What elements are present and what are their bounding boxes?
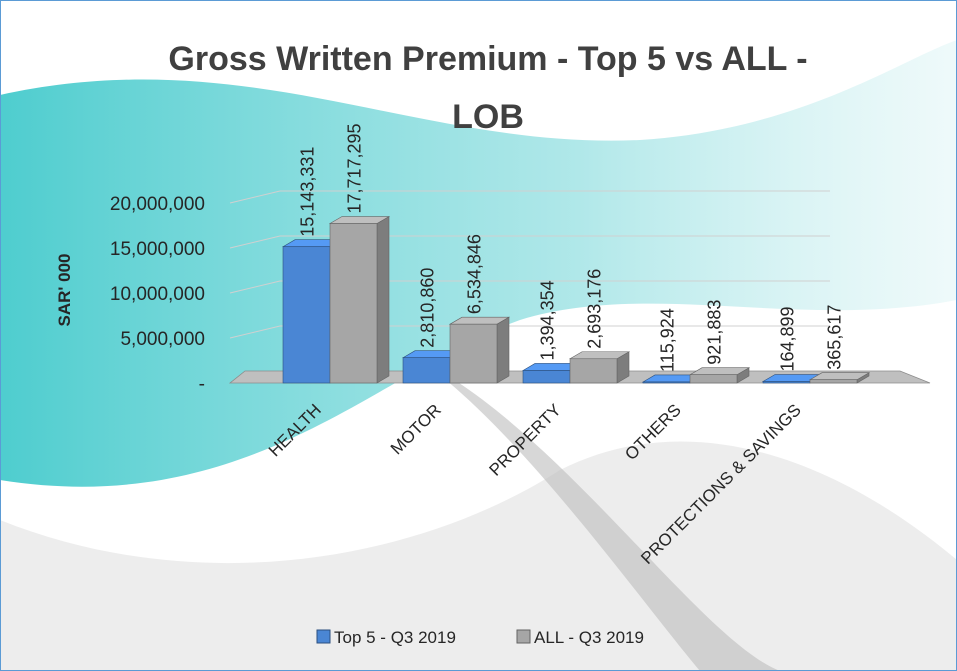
- bar-front: [449, 323, 498, 384]
- bar-front: [762, 381, 811, 384]
- bar-front: [642, 381, 691, 384]
- value-label: 2,693,176: [585, 269, 605, 349]
- bar: [448, 316, 511, 384]
- y-tick-label: 20,000,000: [110, 194, 205, 215]
- value-label: 164,899: [778, 306, 798, 371]
- background: [0, 40, 957, 671]
- bar-front: [689, 374, 738, 384]
- value-label: 1,394,354: [538, 280, 558, 360]
- bar-front: [809, 379, 858, 384]
- grid-line: [229, 325, 281, 339]
- legend-label: Top 5 - Q3 2019: [334, 628, 456, 647]
- grid-line: [229, 235, 281, 249]
- legend-swatch: [316, 629, 331, 644]
- y-tick-label: -: [199, 374, 205, 395]
- bar: [688, 367, 751, 384]
- legend-label: ALL - Q3 2019: [534, 628, 644, 647]
- bar-front: [569, 358, 618, 384]
- bar: [328, 216, 391, 384]
- bar-front: [282, 246, 331, 384]
- bar: [568, 351, 631, 384]
- bar-front: [402, 357, 451, 384]
- value-label: 115,924: [658, 308, 678, 372]
- bar-front: [329, 223, 378, 384]
- value-label: 6,534,846: [465, 234, 485, 314]
- y-tick-label: 5,000,000: [120, 329, 205, 350]
- y-axis-title: SAR' 000: [55, 253, 74, 326]
- bar-side: [376, 216, 390, 384]
- y-tick-label: 15,000,000: [110, 239, 205, 260]
- bar-front: [522, 370, 571, 384]
- x-tick-label: MOTOR: [387, 400, 445, 458]
- value-label: 17,717,295: [345, 123, 365, 213]
- value-label: 365,617: [825, 305, 845, 370]
- legend-swatch: [516, 629, 531, 644]
- grid-line: [229, 280, 281, 294]
- value-label: 15,143,331: [298, 147, 318, 237]
- grid-line: [229, 190, 281, 204]
- bar-side: [496, 316, 510, 384]
- y-tick-label: 10,000,000: [110, 284, 205, 305]
- bar: [808, 372, 871, 384]
- value-label: 921,883: [705, 300, 725, 365]
- value-label: 2,810,860: [418, 268, 438, 348]
- chart-title: Gross Written Premium - Top 5 vs ALL - L…: [168, 40, 808, 136]
